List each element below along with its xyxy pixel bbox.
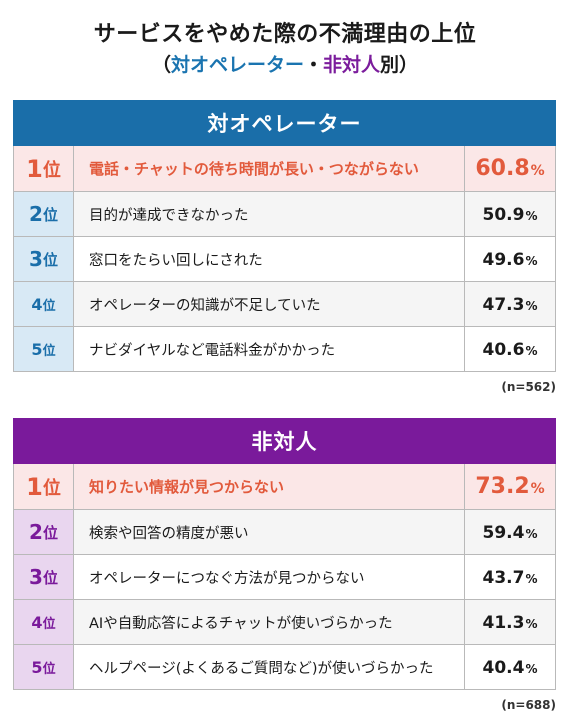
reason-cell: 検索や回答の精度が悪い — [74, 510, 465, 554]
table-row: 2 位目的が達成できなかった 50.9% — [14, 191, 555, 236]
rank-number: 4 — [31, 294, 43, 314]
table-row: 3 位窓口をたらい回しにされた 49.6% — [14, 236, 555, 281]
table-row: 4 位オペレーターの知識が不足していた 47.3% — [14, 281, 555, 326]
table-row: 1 位電話・チャットの待ち時間が長い・つながらない 60.8% — [14, 146, 555, 191]
rank-number: 4 — [31, 612, 43, 632]
rank-unit: 位 — [42, 568, 58, 587]
percent-sign: % — [525, 662, 538, 676]
value-number: 50.9 — [482, 205, 525, 225]
reason-cell: 電話・チャットの待ち時間が長い・つながらない — [74, 146, 465, 191]
percent-sign: % — [525, 617, 538, 631]
operator-panel: 対オペレーター 1 位電話・チャットの待ち時間が長い・つながらない 60.8% 2 位目… — [13, 100, 556, 372]
rank-unit: 位 — [42, 343, 56, 359]
reason-cell: オペレーターにつなぐ方法が見つからない — [74, 555, 465, 599]
value-number: 49.6 — [482, 250, 525, 270]
table-row: 1 位知りたい情報が見つからない 73.2% — [14, 464, 555, 509]
rank-unit: 位 — [42, 159, 61, 181]
value-cell: 60.8% — [465, 146, 555, 191]
non-human-rows: 1 位知りたい情報が見つからない 73.2% 2 位検索や回答の精度が悪い 59.4% 3 位… — [13, 464, 556, 690]
rank-number: 2 — [29, 520, 43, 544]
non-human-panel: 非対人 1 位知りたい情報が見つからない 73.2% 2 位検索や回答の精度が悪い 59.… — [13, 418, 556, 690]
reason-cell: AIや自動応答によるチャットが使いづらかった — [74, 600, 465, 644]
reason-cell: 窓口をたらい回しにされた — [74, 237, 465, 281]
value-cell: 40.6% — [465, 327, 555, 371]
percent-sign: % — [525, 527, 538, 541]
value-number: 47.3 — [482, 295, 525, 315]
table-row: 5 位ナビダイヤルなど電話料金がかかった 40.6% — [14, 326, 555, 371]
rank-number: 3 — [29, 565, 43, 589]
rank-unit: 位 — [42, 616, 56, 632]
value-cell: 41.3% — [465, 600, 555, 644]
rank-unit: 位 — [42, 523, 58, 542]
percent-sign: % — [530, 163, 545, 179]
reason-cell: オペレーターの知識が不足していた — [74, 282, 465, 326]
subtitle-non-human: 非対人 — [323, 54, 381, 76]
rank-number: 5 — [31, 657, 43, 677]
rank-unit: 位 — [42, 205, 58, 224]
value-cell: 40.4% — [465, 645, 555, 689]
value-number: 73.2 — [475, 474, 530, 499]
rank-unit: 位 — [42, 477, 61, 499]
reason-cell: 知りたい情報が見つからない — [74, 464, 465, 509]
value-number: 41.3 — [482, 613, 525, 633]
subtitle-separator: ・ — [303, 54, 323, 76]
rank-unit: 位 — [42, 661, 56, 677]
reason-cell: ナビダイヤルなど電話料金がかかった — [74, 327, 465, 371]
value-cell: 73.2% — [465, 464, 555, 509]
table-row: 4 位 AIや自動応答によるチャットが使いづらかった 41.3% — [14, 599, 555, 644]
value-cell: 49.6% — [465, 237, 555, 281]
reason-cell: ヘルプページ(よくあるご質問など)が使いづらかった — [74, 645, 465, 689]
percent-sign: % — [525, 254, 538, 268]
value-number: 40.6 — [482, 340, 525, 360]
percent-sign: % — [525, 344, 538, 358]
rank-number: 2 — [29, 202, 43, 226]
percent-sign: % — [525, 572, 538, 586]
value-number: 60.8 — [475, 156, 530, 181]
rank-unit: 位 — [42, 298, 56, 314]
rank-unit: 位 — [42, 250, 58, 269]
table-row: 2 位検索や回答の精度が悪い 59.4% — [14, 509, 555, 554]
subtitle-open: （ — [151, 54, 171, 76]
rank-number: 5 — [31, 339, 43, 359]
chart-title: サービスをやめた際の不満理由の上位 — [93, 22, 477, 47]
value-cell: 59.4% — [465, 510, 555, 554]
percent-sign: % — [525, 209, 538, 223]
operator-sample-size: (n=562) — [501, 380, 556, 394]
value-cell: 50.9% — [465, 192, 555, 236]
value-number: 59.4 — [482, 523, 525, 543]
percent-sign: % — [530, 481, 545, 497]
reason-cell: 目的が達成できなかった — [74, 192, 465, 236]
operator-rows: 1 位電話・チャットの待ち時間が長い・つながらない 60.8% 2 位目的が達成できなか… — [13, 146, 556, 372]
value-number: 43.7 — [482, 568, 525, 588]
subtitle-operator: 対オペレーター — [170, 54, 304, 76]
value-number: 40.4 — [482, 658, 525, 678]
non-human-panel-header: 非対人 — [13, 418, 556, 464]
rank-number: 3 — [29, 247, 43, 271]
subtitle-tail: 別） — [380, 54, 419, 76]
percent-sign: % — [525, 299, 538, 313]
non-human-sample-size: (n=688) — [501, 698, 556, 712]
table-row: 5 位ヘルプページ(よくあるご質問など)が使いづらかった 40.4% — [14, 644, 555, 689]
value-cell: 43.7% — [465, 555, 555, 599]
table-row: 3 位オペレーターにつなぐ方法が見つからない 43.7% — [14, 554, 555, 599]
rank-number: 1 — [26, 472, 43, 501]
rank-number: 1 — [26, 154, 43, 183]
chart-subtitle: （対オペレーター・非対人別） — [0, 50, 570, 77]
operator-panel-header: 対オペレーター — [13, 100, 556, 146]
value-cell: 47.3% — [465, 282, 555, 326]
